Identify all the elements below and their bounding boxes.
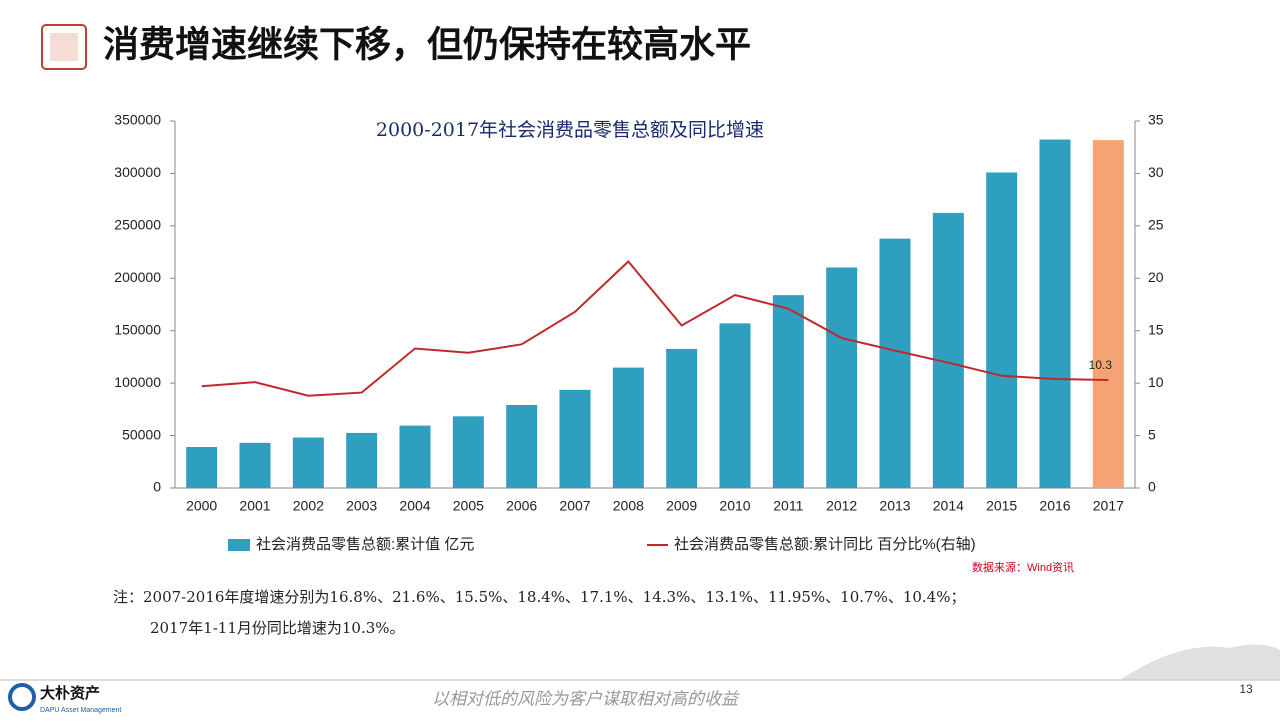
bar [346,432,378,488]
bar [292,437,324,488]
seal-inner [50,33,78,61]
note: 注：2007-2016年度增速分别为16.8%、21.6%、15.5%、18.4… [113,588,965,606]
y2-tick-label: 5 [1148,426,1156,442]
source: 数据来源：Wind资讯 [972,560,1074,574]
bar [932,212,964,488]
y-tick-label: 0 [153,479,161,495]
legend-swatch-bar [228,539,250,551]
y-tick-label: 200000 [114,269,161,285]
x-tick-label: 2004 [399,498,430,514]
page-number: 13 [1239,682,1253,696]
brand-logo [8,683,36,711]
bar [1092,140,1124,489]
seal-logo [41,24,87,70]
bar [986,172,1018,489]
y2-tick-label: 15 [1148,321,1164,337]
bar [186,446,218,488]
bar [826,267,858,488]
chart-title: 2000-2017年社会消费品零售总额及同比增速 [376,119,764,141]
brand-en: DAPU Asset Management [40,707,121,714]
x-tick-label: 2005 [453,498,484,514]
y-tick-label: 100000 [114,374,161,390]
x-tick-label: 2003 [346,498,377,514]
ink-decoration [1120,644,1280,680]
x-tick-label: 2002 [293,498,324,514]
data-label: 10.3 [1089,358,1113,372]
y-tick-label: 350000 [114,112,161,128]
y2-tick-label: 25 [1148,217,1164,233]
line [201,260,1109,397]
y-tick-label: 50000 [122,426,161,442]
bar [666,348,698,488]
bar [1039,139,1071,488]
y-tick-label: 250000 [114,217,161,233]
x-tick-label: 2011 [773,498,803,514]
bar [506,405,538,488]
bar [452,416,484,488]
x-tick-label: 2007 [559,498,590,514]
note: 2017年1-11月份同比增速为10.3%。 [150,619,405,637]
x-tick-label: 2008 [613,498,644,514]
x-tick-label: 2015 [986,498,1017,514]
x-tick-label: 2000 [186,498,217,514]
x-tick-label: 2013 [879,498,910,514]
bar [239,442,271,488]
bar [399,425,431,488]
plot: 0 50000 100000 150000 200000 250000 300000 3500… [114,112,1164,514]
x-tick-label: 2016 [1039,498,1070,514]
slogan: 以相对低的风险为客户谋取相对高的收益 [432,690,740,710]
y2-tick-label: 35 [1148,112,1164,128]
x-tick-label: 2009 [666,498,697,514]
x-tick-label: 2006 [506,498,537,514]
x-tick-label: 2012 [826,498,857,514]
bar [559,389,591,488]
x-tick-label: 2017 [1093,498,1124,514]
x-tick-label: 2001 [239,498,270,514]
y2-tick-label: 20 [1148,269,1164,285]
y-tick-label: 300000 [114,164,161,180]
bar [879,238,911,488]
bar [612,367,644,488]
y-tick-label: 150000 [114,321,161,337]
bar [719,323,751,488]
x-tick-label: 2010 [719,498,750,514]
x-tick-label: 2014 [933,498,964,514]
slide-title: 消费增速继续下移，但仍保持在较高水平 [103,24,751,65]
legend-label: 社会消费品零售总额:累计值 亿元 [256,536,474,553]
bar [772,295,804,488]
legend-label: 社会消费品零售总额:累计同比 百分比%(右轴) [674,536,976,553]
y2-tick-label: 30 [1148,164,1164,180]
y2-tick-label: 0 [1148,479,1156,495]
y2-tick-label: 10 [1148,374,1164,390]
brand: 大朴资产 [40,684,100,702]
